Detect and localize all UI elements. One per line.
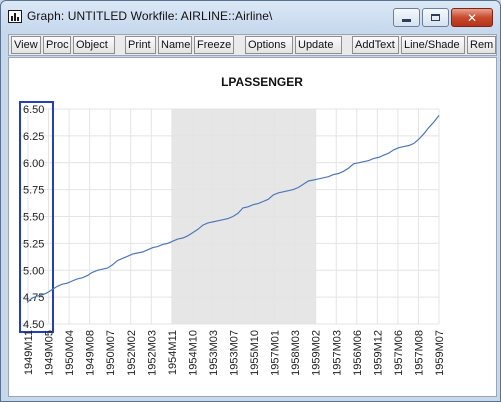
line-chart: LPASSENGER 6.50 6.25 6.00 5.75 5.50 5.25 5.00 4… <box>19 75 446 376</box>
window-title: Graph: UNTITLED Workfile: AIRLINE::Airli… <box>27 9 273 23</box>
y-tick-label: 6.00 <box>23 158 44 170</box>
y-tick-label: 5.25 <box>23 238 44 250</box>
x-tick-label: 1959M12 <box>372 330 384 376</box>
print-button[interactable]: Print <box>125 36 156 54</box>
minimize-icon <box>402 19 411 22</box>
x-tick-label: 1957M03 <box>331 330 343 376</box>
options-button[interactable]: Options <box>245 36 293 54</box>
graph-area: LPASSENGER 6.50 6.25 6.00 5.75 5.50 5.25 5.00 4… <box>8 57 497 397</box>
x-tick-label: 1949M05 <box>44 330 56 376</box>
x-tick-label: 1955M10 <box>249 330 261 376</box>
x-tick-label: 1953M07 <box>229 330 241 376</box>
chart-title: LPASSENGER <box>221 75 303 89</box>
x-tick-label: 1954M11 <box>167 330 179 375</box>
x-tick-label: 1957M01 <box>270 330 282 376</box>
y-tick-label: 4.50 <box>23 319 44 331</box>
x-tick-label: 1952M03 <box>146 330 158 376</box>
y-tick-label: 6.50 <box>23 104 44 116</box>
proc-button[interactable]: Proc <box>43 36 71 54</box>
y-tick-label: 5.50 <box>23 212 44 224</box>
addtext-button[interactable]: AddText <box>352 36 399 54</box>
update-button[interactable]: Update <box>295 36 342 54</box>
x-tick-label: 1950M04 <box>64 330 76 376</box>
x-tick-label: 1958M03 <box>290 330 302 376</box>
x-tick-label: 1956M06 <box>352 330 364 376</box>
x-tick-label: 1957M06 <box>393 330 405 376</box>
y-tick-label: 6.25 <box>23 131 44 143</box>
view-button[interactable]: View <box>11 36 41 54</box>
x-tick-label: 1949M11 <box>23 330 35 375</box>
x-tick-label: 1950M07 <box>105 330 117 376</box>
x-tick-label: 1954M10 <box>187 330 199 376</box>
close-button[interactable]: ✕ <box>451 8 493 27</box>
title-bar[interactable]: Graph: UNTITLED Workfile: AIRLINE::Airli… <box>1 1 500 32</box>
name-button[interactable]: Name <box>158 36 192 54</box>
y-tick-label: 5.00 <box>23 265 44 277</box>
y-tick-label: 5.75 <box>23 185 44 197</box>
rem-button[interactable]: Rem <box>467 36 496 54</box>
lpassenger-series-line <box>26 115 440 303</box>
x-tick-label: 1949M08 <box>85 330 97 376</box>
axis-selection-box[interactable] <box>19 101 54 333</box>
line-shade-button[interactable]: Line/Shade <box>401 36 465 54</box>
x-tick-label: 1953M03 <box>208 330 220 376</box>
x-tick-label: 1959M02 <box>311 330 323 376</box>
graph-toolbar: View Proc Object Print Name Freeze Optio… <box>8 34 497 56</box>
x-tick-label: 1957M08 <box>413 330 425 376</box>
minimize-button[interactable] <box>393 8 420 27</box>
freeze-button[interactable]: Freeze <box>194 36 234 54</box>
x-tick-label: 1952M02 <box>126 330 138 376</box>
graph-app-icon <box>8 10 22 23</box>
object-button[interactable]: Object <box>73 36 115 54</box>
maximize-button[interactable] <box>422 8 449 27</box>
close-icon: ✕ <box>466 10 478 25</box>
maximize-icon <box>431 14 440 21</box>
x-tick-label: 1959M07 <box>434 330 446 376</box>
